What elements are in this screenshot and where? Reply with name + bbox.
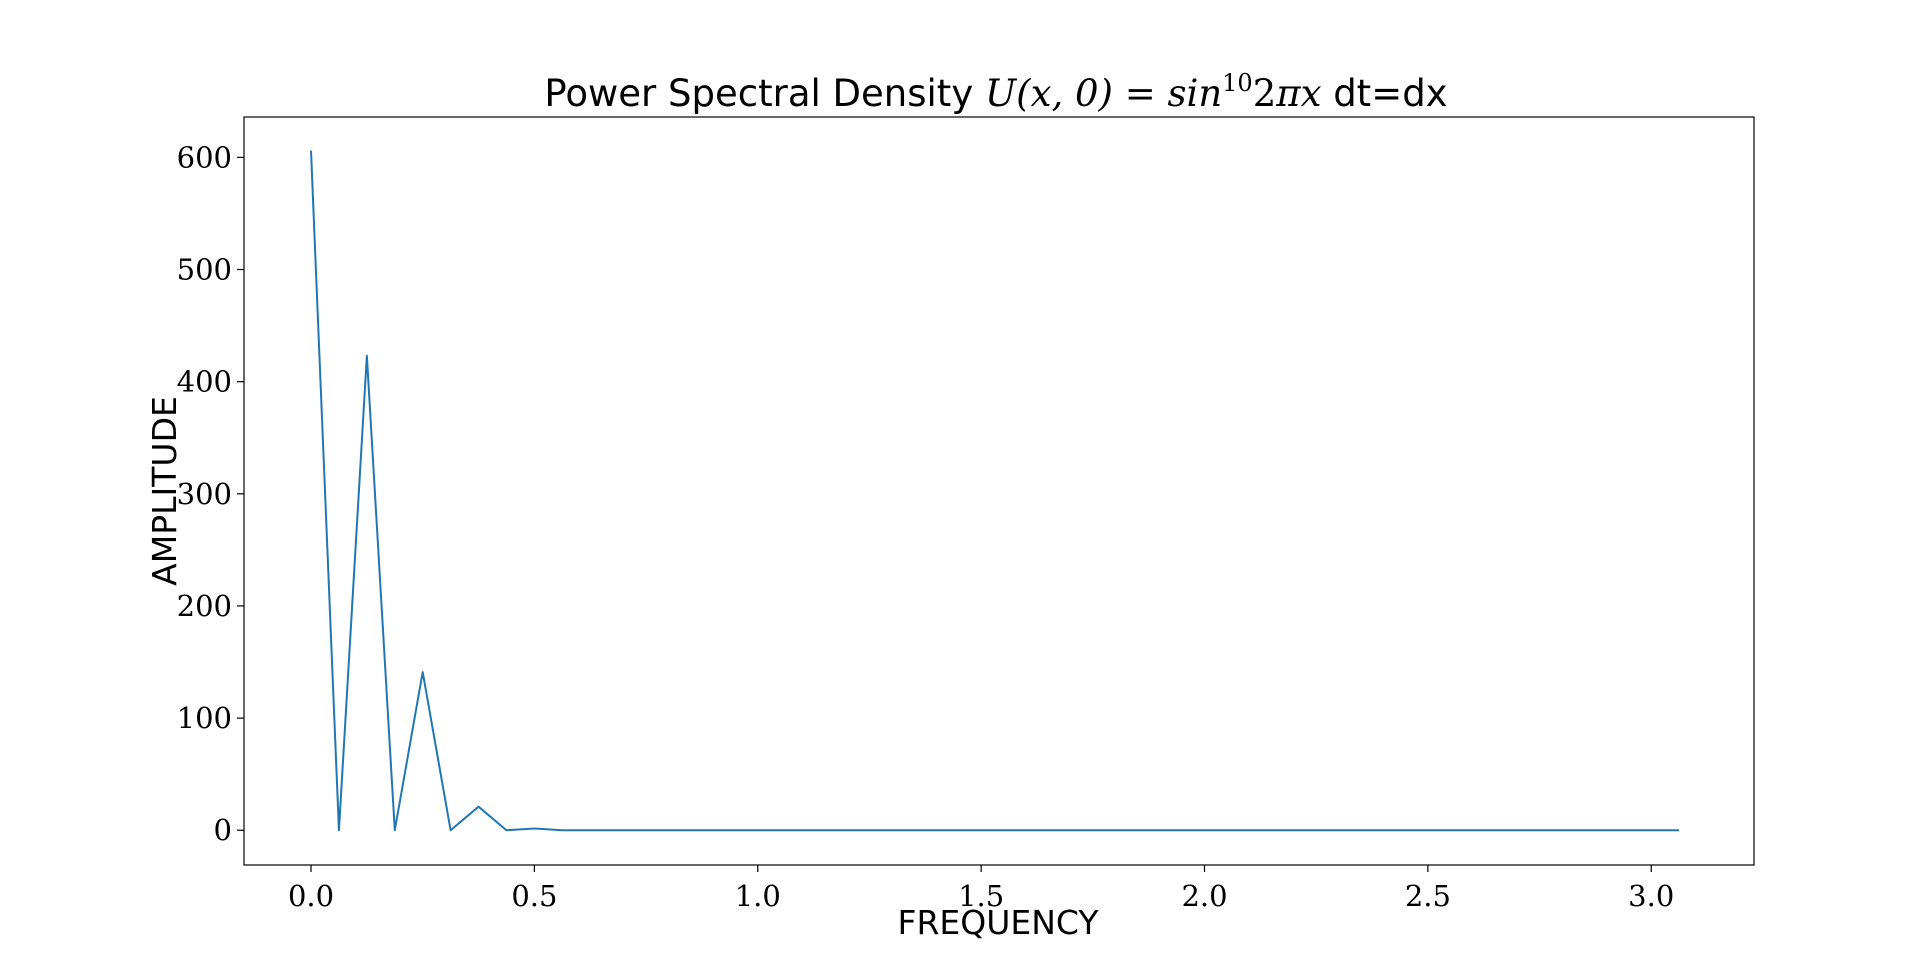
x-tick-label: 2.0 <box>1181 879 1227 913</box>
amplitude-series-line <box>310 150 1680 832</box>
series-group <box>310 150 1680 832</box>
y-axis-ticks: 0 100 200 300 400 500 600 <box>177 140 244 847</box>
y-tick-label: 100 <box>177 701 232 735</box>
chart-title: Power Spectral Density U(x, 0) = sin102π… <box>544 69 1447 115</box>
y-axis-label: AMPLITUDE <box>145 396 184 586</box>
plot-area-frame <box>243 116 1755 866</box>
title-math-lhs: U <box>985 72 1018 115</box>
title-math-exponent: 10 <box>1222 69 1253 97</box>
title-math-func: sin <box>1168 72 1223 115</box>
title-math-tail-var: πx <box>1275 72 1321 115</box>
y-tick-label: 200 <box>177 589 232 623</box>
title-math-tail-num: 2 <box>1253 72 1277 115</box>
title-prefix: Power Spectral Density <box>544 72 985 115</box>
x-tick-label: 2.5 <box>1405 879 1451 913</box>
x-tick-label: 1.5 <box>958 879 1004 913</box>
x-tick-label: 3.0 <box>1628 879 1674 913</box>
x-axis-label: FREQUENCY <box>897 903 1099 942</box>
x-tick-label: 0.5 <box>511 879 557 913</box>
title-math-args: (x, 0) = <box>1016 72 1167 115</box>
x-axis-ticks: 0.0 0.5 1.0 1.5 2.0 2.5 3.0 <box>288 865 1674 913</box>
x-tick-label: 1.0 <box>735 879 781 913</box>
title-suffix: dt=dx <box>1321 72 1447 115</box>
y-tick-label: 0 <box>214 813 232 847</box>
y-tick-label: 500 <box>177 253 232 287</box>
y-tick-label: 300 <box>177 477 232 511</box>
y-tick-label: 400 <box>177 365 232 399</box>
y-tick-label: 600 <box>177 140 232 174</box>
x-tick-label: 0.0 <box>288 879 334 913</box>
